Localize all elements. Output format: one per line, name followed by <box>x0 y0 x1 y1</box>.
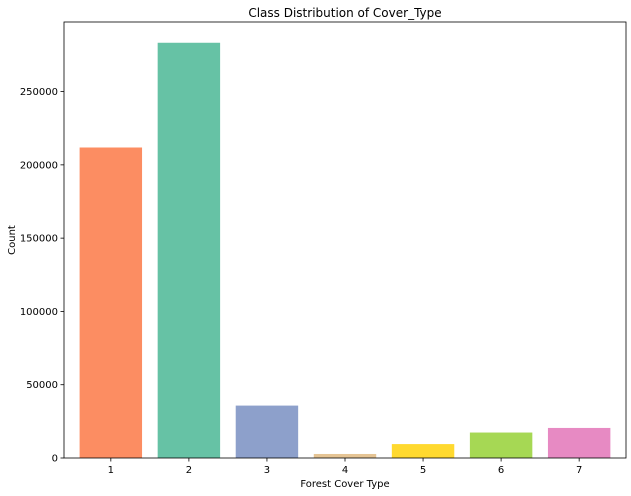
x-tick-label-6: 6 <box>498 465 504 476</box>
x-tick-label-2: 2 <box>186 465 192 476</box>
bar-1 <box>79 147 143 458</box>
bar-6 <box>469 432 533 458</box>
y-tick-label-0: 0 <box>52 454 58 465</box>
y-tick-label-2: 100000 <box>20 307 58 318</box>
x-tick-label-4: 4 <box>342 465 348 476</box>
x-axis-label: Forest Cover Type <box>300 479 389 490</box>
x-tick-label-7: 7 <box>576 465 582 476</box>
bar-2 <box>157 42 221 458</box>
chart-title: Class Distribution of Cover_Type <box>248 6 441 20</box>
x-tick-label-1: 1 <box>108 465 114 476</box>
bar-5 <box>391 444 455 458</box>
y-tick-label-1: 50000 <box>26 380 58 391</box>
bars-group <box>79 42 611 458</box>
y-ticks-group: 0 50000 100000 150000 200000 250000 <box>20 87 64 465</box>
bar-7 <box>547 427 611 458</box>
bar-3 <box>235 405 299 458</box>
y-tick-label-5: 250000 <box>20 87 58 98</box>
plot-frame <box>63 21 627 459</box>
x-tick-label-3: 3 <box>264 465 270 476</box>
x-ticks-group: 1 2 3 4 5 6 7 <box>108 458 582 476</box>
y-tick-label-3: 150000 <box>20 234 58 245</box>
bar-4 <box>313 453 377 458</box>
y-tick-label-4: 200000 <box>20 160 58 171</box>
x-tick-label-5: 5 <box>420 465 426 476</box>
y-axis-label: Count <box>7 225 18 255</box>
